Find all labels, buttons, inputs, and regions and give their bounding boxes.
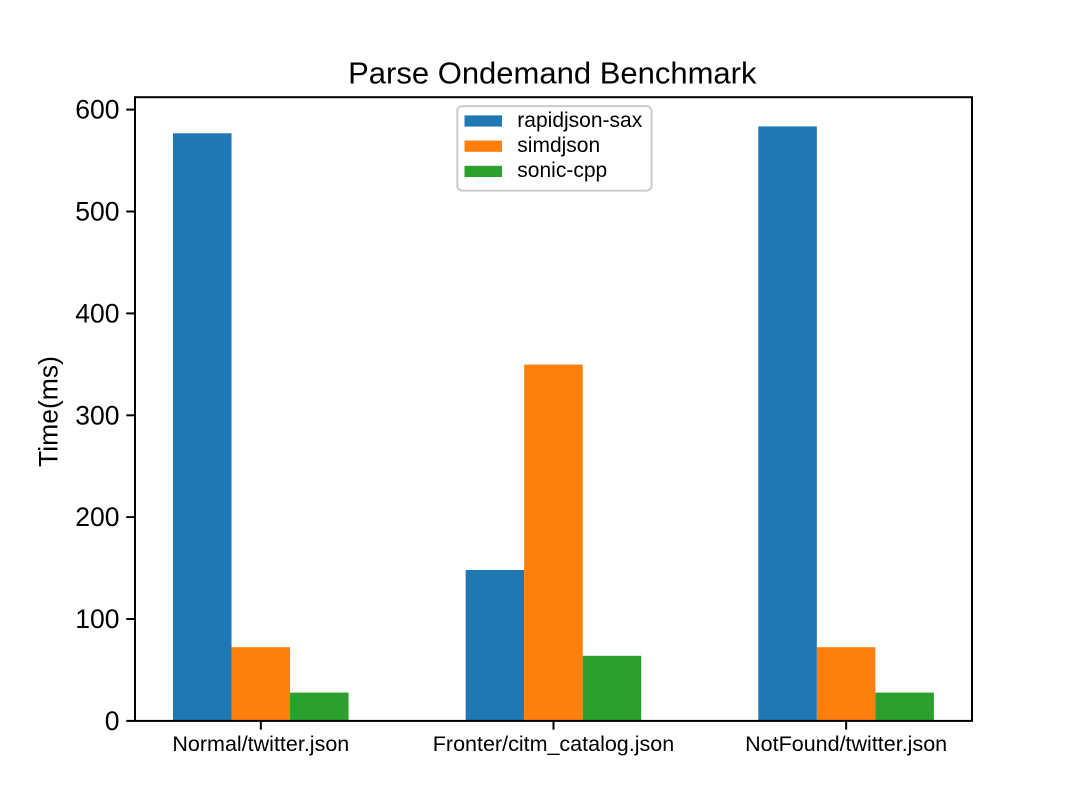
svg-text:500: 500: [75, 197, 119, 227]
svg-text:200: 200: [75, 502, 119, 532]
svg-text:0: 0: [105, 706, 120, 736]
svg-text:Normal/twitter.json: Normal/twitter.json: [172, 732, 349, 756]
svg-text:sonic-cpp: sonic-cpp: [517, 159, 607, 182]
svg-text:100: 100: [75, 604, 119, 634]
svg-text:Parse Ondemand Benchmark: Parse Ondemand Benchmark: [348, 56, 757, 91]
svg-text:600: 600: [75, 95, 119, 125]
svg-text:rapidjson-sax: rapidjson-sax: [517, 109, 642, 132]
svg-text:Time(ms): Time(ms): [34, 356, 64, 467]
svg-text:NotFound/twitter.json: NotFound/twitter.json: [745, 732, 947, 756]
svg-text:300: 300: [75, 400, 119, 430]
svg-text:Fronter/citm_catalog.json: Fronter/citm_catalog.json: [433, 732, 674, 756]
svg-text:simdjson: simdjson: [517, 134, 600, 157]
svg-text:400: 400: [75, 299, 119, 329]
